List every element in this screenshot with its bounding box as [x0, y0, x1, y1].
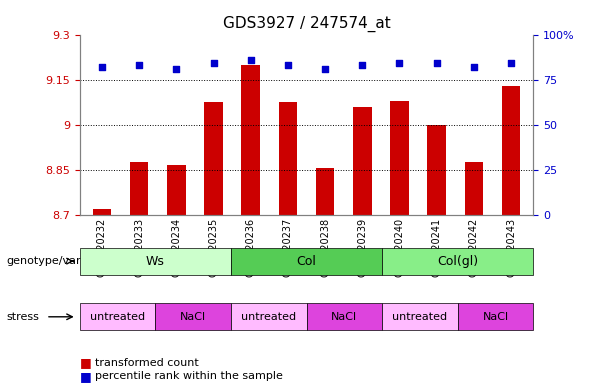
Bar [204, 102, 223, 215]
Bar [501, 86, 520, 215]
Bar [353, 107, 371, 215]
Text: Ws: Ws [146, 255, 165, 268]
Text: Col(gl): Col(gl) [437, 255, 478, 268]
Bar [390, 101, 409, 215]
Point [395, 60, 405, 66]
Bar [465, 162, 483, 215]
Bar [427, 125, 446, 215]
Text: NaCl: NaCl [331, 312, 357, 322]
Text: ■: ■ [80, 370, 91, 383]
Point [134, 62, 144, 68]
Point [432, 60, 441, 66]
Bar [279, 102, 297, 215]
Text: stress: stress [6, 312, 39, 322]
Text: NaCl: NaCl [482, 312, 509, 322]
Text: untreated: untreated [241, 312, 296, 322]
Text: transformed count: transformed count [95, 358, 199, 368]
Bar [130, 162, 148, 215]
Text: NaCl: NaCl [180, 312, 206, 322]
Text: untreated: untreated [392, 312, 447, 322]
Text: Col: Col [297, 255, 316, 268]
Point [357, 62, 367, 68]
Point [283, 62, 293, 68]
Point [246, 57, 256, 63]
Point [506, 60, 516, 66]
Bar [242, 65, 260, 215]
Text: genotype/variation: genotype/variation [6, 256, 112, 266]
Point [172, 66, 181, 72]
Point [469, 64, 479, 70]
Text: untreated: untreated [90, 312, 145, 322]
Point [208, 60, 218, 66]
Text: ■: ■ [80, 356, 91, 369]
Title: GDS3927 / 247574_at: GDS3927 / 247574_at [223, 16, 390, 32]
Point [97, 64, 107, 70]
Text: percentile rank within the sample: percentile rank within the sample [95, 371, 283, 381]
Point [320, 66, 330, 72]
Bar [93, 209, 112, 215]
Bar [167, 166, 186, 215]
Bar [316, 169, 334, 215]
